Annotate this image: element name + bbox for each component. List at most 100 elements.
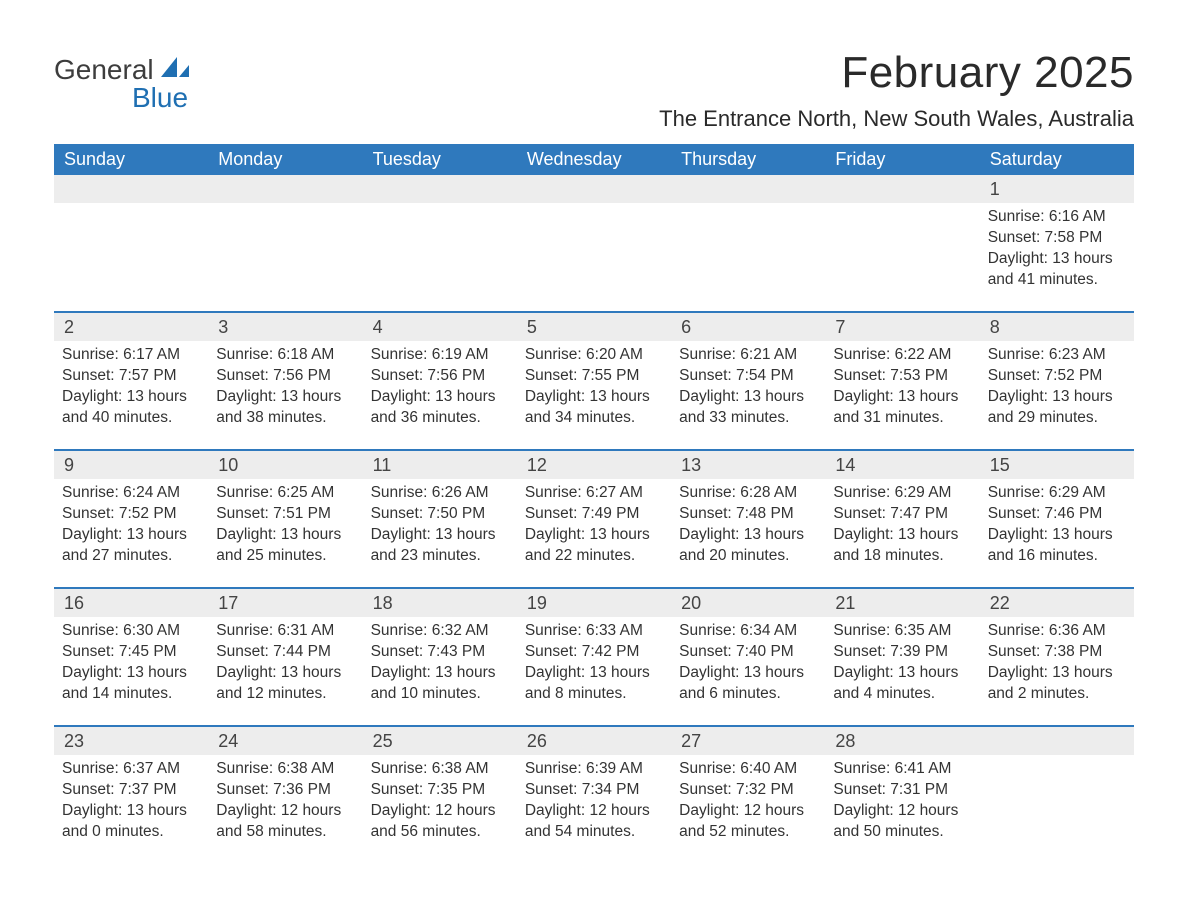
day-number: 19 (517, 589, 671, 617)
day-sunrise: Sunrise: 6:28 AM (679, 483, 817, 504)
brand-logo: General Blue (54, 56, 191, 112)
day-daylight: Daylight: 13 hours and 36 minutes. (371, 387, 509, 429)
day-number-bar-empty (825, 175, 979, 203)
day-daylight: Daylight: 12 hours and 52 minutes. (679, 801, 817, 843)
day-daylight: Daylight: 12 hours and 58 minutes. (216, 801, 354, 843)
calendar-day-cell: 10Sunrise: 6:25 AMSunset: 7:51 PMDayligh… (208, 450, 362, 588)
day-daylight: Daylight: 13 hours and 10 minutes. (371, 663, 509, 705)
day-number: 28 (825, 727, 979, 755)
brand-text: General Blue (54, 56, 191, 112)
day-number: 27 (671, 727, 825, 755)
day-sunset: Sunset: 7:52 PM (62, 504, 200, 525)
calendar-day-cell: 8Sunrise: 6:23 AMSunset: 7:52 PMDaylight… (980, 312, 1134, 450)
day-number: 21 (825, 589, 979, 617)
brand-blue: Blue (132, 84, 188, 112)
calendar-day-cell: 22Sunrise: 6:36 AMSunset: 7:38 PMDayligh… (980, 588, 1134, 726)
day-daylight: Daylight: 13 hours and 14 minutes. (62, 663, 200, 705)
weekday-header: Sunday (54, 144, 208, 175)
calendar-day-cell: 12Sunrise: 6:27 AMSunset: 7:49 PMDayligh… (517, 450, 671, 588)
day-sunrise: Sunrise: 6:22 AM (833, 345, 971, 366)
calendar-day-cell: 20Sunrise: 6:34 AMSunset: 7:40 PMDayligh… (671, 588, 825, 726)
day-sunrise: Sunrise: 6:36 AM (988, 621, 1126, 642)
calendar-week-row: 1Sunrise: 6:16 AMSunset: 7:58 PMDaylight… (54, 175, 1134, 312)
day-daylight: Daylight: 13 hours and 16 minutes. (988, 525, 1126, 567)
weekday-header: Tuesday (363, 144, 517, 175)
calendar-week-row: 23Sunrise: 6:37 AMSunset: 7:37 PMDayligh… (54, 726, 1134, 863)
day-sunset: Sunset: 7:57 PM (62, 366, 200, 387)
day-sunset: Sunset: 7:46 PM (988, 504, 1126, 525)
calendar-day-cell (517, 175, 671, 312)
day-number-bar-empty (517, 175, 671, 203)
day-number: 1 (980, 175, 1134, 203)
day-daylight: Daylight: 13 hours and 6 minutes. (679, 663, 817, 705)
title-block: February 2025 The Entrance North, New So… (659, 48, 1134, 142)
day-number: 7 (825, 313, 979, 341)
location-title: The Entrance North, New South Wales, Aus… (659, 106, 1134, 132)
calendar-day-cell: 2Sunrise: 6:17 AMSunset: 7:57 PMDaylight… (54, 312, 208, 450)
day-daylight: Daylight: 13 hours and 25 minutes. (216, 525, 354, 567)
day-sunset: Sunset: 7:53 PM (833, 366, 971, 387)
day-sunrise: Sunrise: 6:27 AM (525, 483, 663, 504)
calendar-day-cell: 27 Sunrise: 6:40 AMSunset: 7:32 PMDayligh… (671, 726, 825, 863)
day-number: 2 (54, 313, 208, 341)
day-number: 8 (980, 313, 1134, 341)
day-sunrise: Sunrise: 6:20 AM (525, 345, 663, 366)
day-sunset: Sunset: 7:34 PM (525, 780, 663, 801)
day-sunrise: Sunrise: 6:40 AM (679, 759, 817, 780)
day-sunrise: Sunrise: 6:29 AM (988, 483, 1126, 504)
day-sunrise: Sunrise: 6:17 AM (62, 345, 200, 366)
day-number: 10 (208, 451, 362, 479)
day-number: 25 (363, 727, 517, 755)
day-sunset: Sunset: 7:39 PM (833, 642, 971, 663)
day-sunset: Sunset: 7:56 PM (216, 366, 354, 387)
day-sunrise: Sunrise: 6:41 AM (833, 759, 971, 780)
day-sunrise: Sunrise: 6:29 AM (833, 483, 971, 504)
day-number: 4 (363, 313, 517, 341)
day-sunrise: Sunrise: 6:30 AM (62, 621, 200, 642)
day-sunset: Sunset: 7:37 PM (62, 780, 200, 801)
day-number: 9 (54, 451, 208, 479)
weekday-header: Monday (208, 144, 362, 175)
calendar-day-cell: 28 Sunrise: 6:41 AMSunset: 7:31 PMDayligh… (825, 726, 979, 863)
day-daylight: Daylight: 13 hours and 2 minutes. (988, 663, 1126, 705)
day-daylight: Daylight: 13 hours and 34 minutes. (525, 387, 663, 429)
day-sunset: Sunset: 7:42 PM (525, 642, 663, 663)
day-sunrise: Sunrise: 6:39 AM (525, 759, 663, 780)
day-sunset: Sunset: 7:31 PM (833, 780, 971, 801)
day-sunset: Sunset: 7:32 PM (679, 780, 817, 801)
day-sunset: Sunset: 7:44 PM (216, 642, 354, 663)
day-daylight: Daylight: 12 hours and 50 minutes. (833, 801, 971, 843)
calendar-day-cell: 7 Sunrise: 6:22 AMSunset: 7:53 PMDaylight… (825, 312, 979, 450)
day-number-bar-empty (671, 175, 825, 203)
day-daylight: Daylight: 13 hours and 31 minutes. (833, 387, 971, 429)
month-title: February 2025 (659, 48, 1134, 98)
calendar-day-cell: 24Sunrise: 6:38 AMSunset: 7:36 PMDayligh… (208, 726, 362, 863)
day-sunset: Sunset: 7:45 PM (62, 642, 200, 663)
day-sunrise: Sunrise: 6:34 AM (679, 621, 817, 642)
day-number: 14 (825, 451, 979, 479)
day-number: 26 (517, 727, 671, 755)
day-number: 5 (517, 313, 671, 341)
calendar-day-cell: 19Sunrise: 6:33 AMSunset: 7:42 PMDayligh… (517, 588, 671, 726)
calendar-day-cell: 5Sunrise: 6:20 AMSunset: 7:55 PMDaylight… (517, 312, 671, 450)
day-sunrise: Sunrise: 6:26 AM (371, 483, 509, 504)
day-daylight: Daylight: 13 hours and 38 minutes. (216, 387, 354, 429)
calendar-day-cell (363, 175, 517, 312)
day-number: 17 (208, 589, 362, 617)
day-sunset: Sunset: 7:43 PM (371, 642, 509, 663)
day-daylight: Daylight: 13 hours and 12 minutes. (216, 663, 354, 705)
calendar-day-cell: 4Sunrise: 6:19 AMSunset: 7:56 PMDaylight… (363, 312, 517, 450)
calendar-day-cell (54, 175, 208, 312)
day-number: 24 (208, 727, 362, 755)
calendar-day-cell: 15Sunrise: 6:29 AMSunset: 7:46 PMDayligh… (980, 450, 1134, 588)
calendar-day-cell (671, 175, 825, 312)
day-sunset: Sunset: 7:38 PM (988, 642, 1126, 663)
calendar-week-row: 9Sunrise: 6:24 AMSunset: 7:52 PMDaylight… (54, 450, 1134, 588)
header-row: General Blue February 2025 The Entrance … (54, 48, 1134, 142)
day-number: 13 (671, 451, 825, 479)
calendar-day-cell (825, 175, 979, 312)
day-daylight: Daylight: 13 hours and 8 minutes. (525, 663, 663, 705)
day-sunset: Sunset: 7:50 PM (371, 504, 509, 525)
day-daylight: Daylight: 13 hours and 22 minutes. (525, 525, 663, 567)
day-sunrise: Sunrise: 6:18 AM (216, 345, 354, 366)
